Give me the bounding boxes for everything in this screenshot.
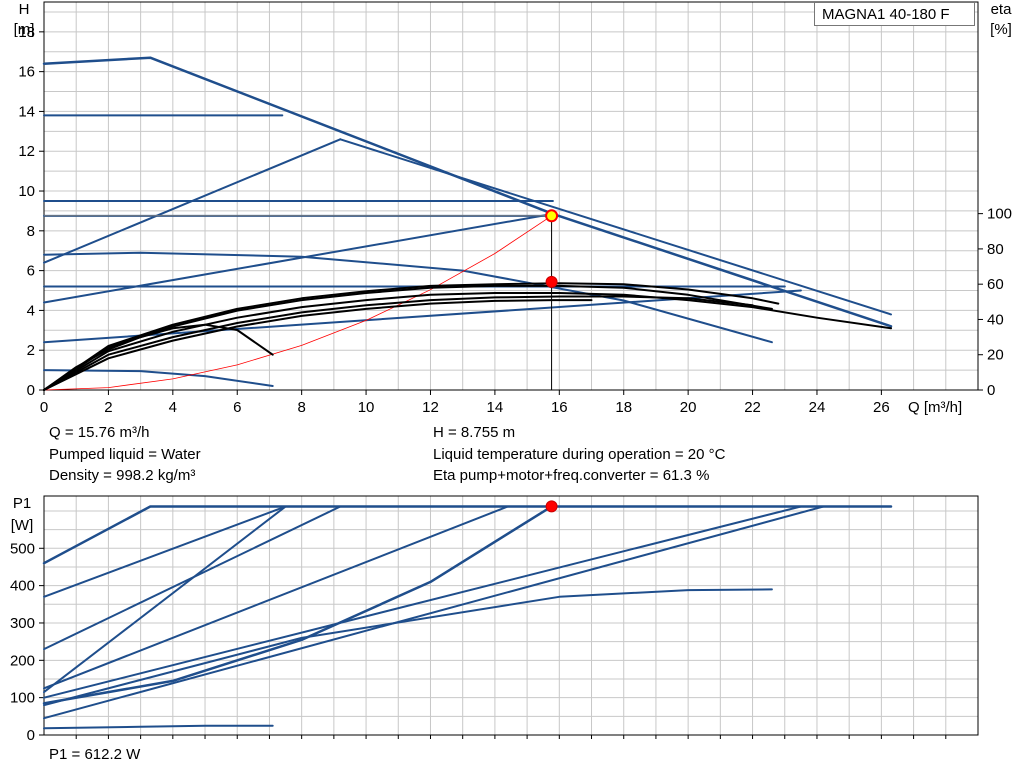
x-tick-label: 6	[233, 399, 241, 416]
y-axis-title: H	[19, 1, 30, 18]
power-curve	[43, 588, 773, 707]
power-point-marker	[545, 500, 558, 513]
x-tick-label: 14	[487, 399, 504, 416]
efficiency-curve	[43, 292, 892, 391]
y-tick-label: 0	[27, 382, 35, 399]
head-curve	[43, 138, 342, 264]
x-tick-label: 10	[358, 399, 375, 416]
y-tick-label: 8	[27, 223, 35, 240]
density-readout: Density = 998.2 kg/m³	[49, 467, 196, 484]
x-axis-title: Q [m³/h]	[908, 399, 962, 416]
x-tick-label: 24	[809, 399, 826, 416]
top-plot-frame	[43, 1, 979, 391]
y2-tick-label: 60	[987, 276, 1004, 293]
power-curve	[43, 505, 802, 699]
system-curve	[43, 215, 552, 391]
power-curve	[43, 505, 509, 690]
y2-tick-label: 20	[987, 347, 1004, 364]
p1-tick-label: 200	[10, 652, 35, 669]
efficiency-readout: Eta pump+motor+freq.converter = 61.3 %	[433, 467, 710, 484]
y-tick-label: 12	[18, 143, 35, 160]
liquid-readout: Pumped liquid = Water	[49, 446, 201, 463]
y2-axis-unit: [%]	[990, 21, 1012, 38]
y-tick-label: 10	[18, 183, 35, 200]
grid-lines	[44, 2, 978, 735]
bottom-plot-frame	[43, 495, 979, 736]
p1-tick-label: 400	[10, 578, 35, 595]
x-tick-label: 8	[297, 399, 305, 416]
x-tick-label: 22	[744, 399, 761, 416]
y-tick-label: 16	[18, 64, 35, 81]
p1-axis-title: P1	[13, 495, 31, 512]
temperature-readout: Liquid temperature during operation = 20…	[433, 446, 726, 463]
y-tick-label: 4	[27, 302, 35, 319]
head-curve	[339, 138, 892, 316]
p1-axis-unit: [W]	[11, 517, 34, 534]
x-tick-label: 16	[551, 399, 568, 416]
x-tick-label: 4	[169, 399, 177, 416]
head-curve	[43, 251, 773, 344]
y-tick-label: 18	[18, 24, 35, 41]
p1-tick-label: 300	[10, 615, 35, 632]
power-curve	[42, 505, 893, 565]
head-curve	[43, 212, 554, 304]
y-axis-unit: [m]	[14, 21, 35, 38]
duty-point-marker	[545, 209, 559, 223]
head-readout: H = 8.755 m	[433, 424, 516, 441]
power-curve	[43, 505, 287, 598]
p1-tick-label: 500	[10, 540, 35, 557]
power-curve	[42, 505, 553, 705]
chart-title: MAGNA1 40-180 F	[814, 2, 975, 26]
y-tick-label: 2	[27, 342, 35, 359]
x-tick-label: 18	[615, 399, 632, 416]
head-curve	[43, 369, 274, 387]
p1-tick-label: 0	[27, 727, 35, 744]
y2-tick-label: 40	[987, 311, 1004, 328]
y-tick-label: 14	[18, 103, 35, 120]
flow-readout: Q = 15.76 m³/h	[49, 424, 150, 441]
efficiency-curve	[43, 282, 780, 391]
x-tick-label: 0	[40, 399, 48, 416]
head-curve	[42, 56, 893, 328]
x-tick-label: 26	[873, 399, 890, 416]
y-tick-label: 6	[27, 263, 35, 280]
efficiency-curve	[43, 323, 274, 391]
efficiency-curve	[43, 299, 593, 391]
y2-tick-label: 0	[987, 382, 995, 399]
power-curve	[43, 505, 287, 694]
efficiency-curve	[43, 295, 754, 391]
y2-axis-title: eta	[991, 1, 1013, 18]
y2-tick-label: 80	[987, 241, 1004, 258]
power-curve	[43, 505, 825, 720]
y2-tick-label: 100	[987, 206, 1012, 223]
power-curve	[43, 724, 274, 730]
x-tick-label: 20	[680, 399, 697, 416]
x-tick-label: 2	[104, 399, 112, 416]
x-tick-label: 12	[422, 399, 439, 416]
p1-tick-label: 100	[10, 690, 35, 707]
efficiency-curve	[43, 284, 773, 391]
efficiency-point-marker	[545, 275, 558, 288]
power-readout: P1 = 612.2 W	[49, 746, 141, 763]
